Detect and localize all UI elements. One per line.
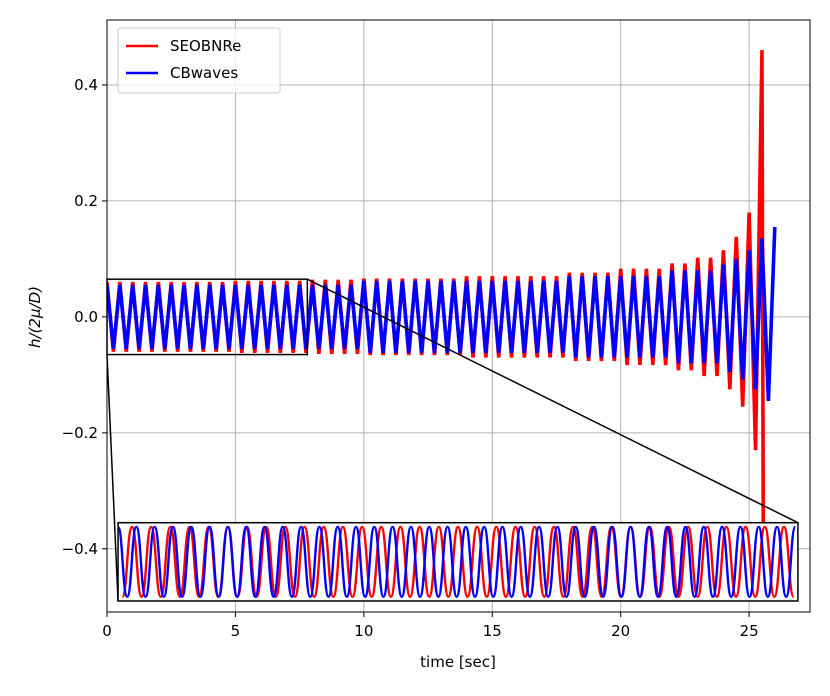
x-tick-label: 15	[483, 622, 502, 640]
series-line	[107, 50, 766, 526]
plot-frame	[106, 19, 811, 613]
inset-box	[117, 521, 799, 602]
x-tick-label: 0	[102, 622, 112, 640]
series-line	[107, 226, 777, 402]
y-tick-label: 0.2	[74, 192, 98, 210]
x-tick-label: 5	[231, 622, 241, 640]
legend-label: SEOBNRe	[170, 37, 241, 55]
x-tick-label: 25	[740, 622, 759, 640]
y-tick-label: −0.4	[62, 540, 98, 558]
y-tick-label: 0.4	[74, 76, 98, 94]
y-tick-label: 0.0	[74, 308, 98, 326]
legend-label: CBwaves	[170, 64, 238, 82]
x-tick-label: 10	[354, 622, 373, 640]
connector	[307, 278, 799, 524]
y-tick-label: −0.2	[62, 424, 98, 442]
x-tick-label: 20	[611, 622, 630, 640]
inset-lines	[118, 525, 797, 598]
connector	[106, 354, 119, 602]
inset-series-line	[118, 525, 797, 598]
legend-box	[117, 27, 281, 94]
plot-lines	[107, 50, 777, 526]
x-axis-label: time [sec]	[420, 653, 496, 671]
y-axis-label: h/(2μ/D)	[26, 286, 44, 348]
